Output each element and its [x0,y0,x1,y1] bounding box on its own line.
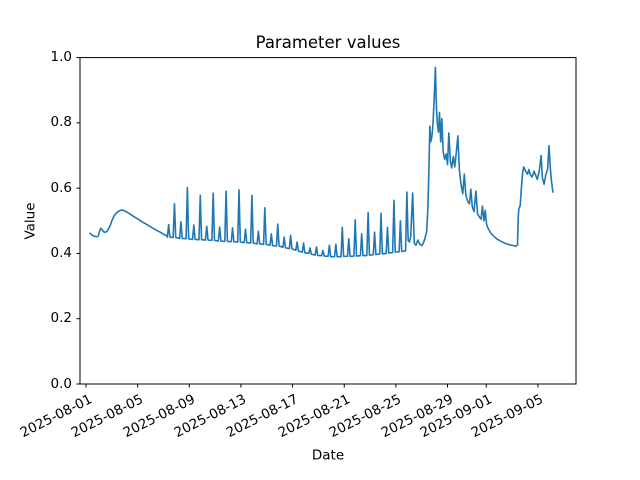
y-tick-label: 1.0 [50,49,72,66]
x-axis-tick-marks [85,384,539,388]
chart-title: Parameter values [255,33,401,52]
y-axis-tick-marks [76,57,80,385]
y-tick-label: 0.8 [50,114,72,131]
y-tick-label: 0.2 [50,310,72,327]
data-line [89,66,554,258]
y-tick-label: 0.0 [50,375,72,392]
y-tick-label: 0.4 [50,244,72,261]
x-axis-label: Date [311,447,345,464]
y-tick-label: 0.6 [50,179,72,196]
y-axis-label: Value [22,202,39,240]
axes-frame [79,57,577,385]
